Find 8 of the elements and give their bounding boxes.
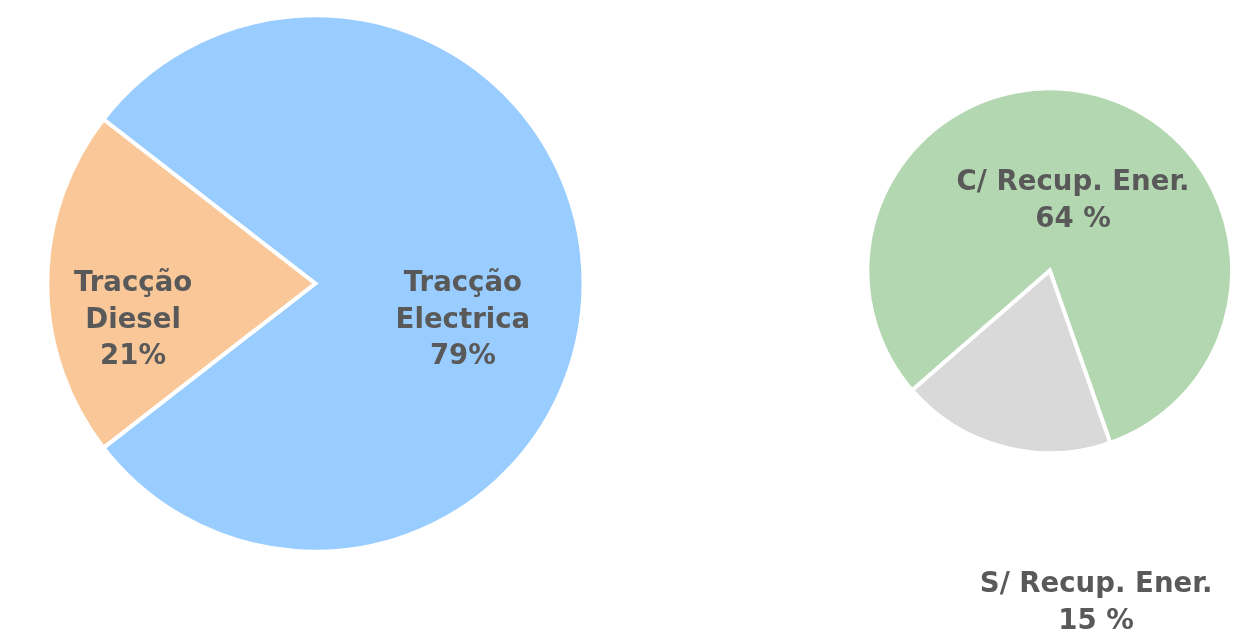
slice-label: C/ Recup. Ener. (956, 164, 1190, 198)
slice-label: S/ Recup. Ener. (979, 566, 1213, 600)
slice-label: Tracção Electrica (395, 265, 531, 335)
slice-label: Tracção Diesel (73, 265, 193, 335)
data-label: 79% (429, 338, 496, 372)
data-label: 15 % (1058, 602, 1134, 636)
data-label: 21% (100, 338, 167, 372)
data-label: 64 % (1035, 200, 1111, 234)
